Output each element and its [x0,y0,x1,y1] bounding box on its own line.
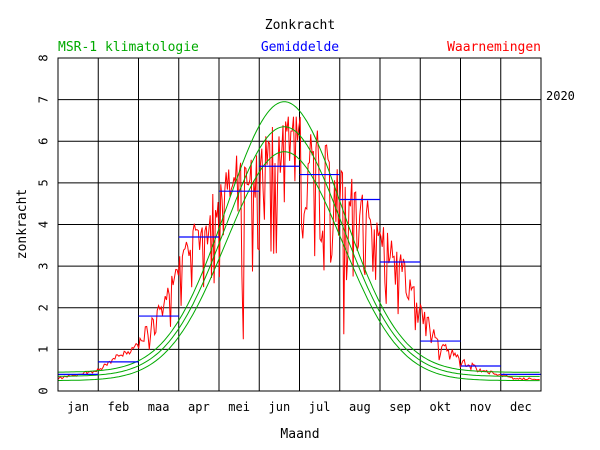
grid [58,58,541,391]
y-tick-label: 4 [37,221,51,228]
x-tick-label: okt [430,400,452,414]
observations-series [57,116,540,381]
plot-border [57,57,542,392]
x-axis-label: Maand [280,427,319,442]
y-tick-labels: 0 1 2 3 4 5 6 7 8 [37,54,51,394]
y-tick-label: 1 [37,346,51,353]
legend-climatology: MSR-1 klimatologie [58,40,199,55]
y-axis-label: zonkracht [15,189,30,259]
x-tick-label: feb [108,400,130,414]
year-label: 2020 [546,89,575,103]
y-tick-label: 2 [37,304,51,311]
y-tick-label: 0 [37,387,51,394]
legend-observations: Waarnemingen [447,40,541,55]
x-tick-label: nov [470,400,492,414]
climatology-curve-middle [58,126,540,377]
x-tick-label: jul [309,400,331,414]
climatology-curve-lower [58,151,540,382]
observations-line [57,116,540,381]
x-tick-label: sep [389,400,411,414]
x-tick-label: apr [188,400,210,414]
y-tick-label: 5 [37,179,51,186]
x-tick-labels: jan feb maa apr mei jun jul aug sep okt nov dec [67,400,531,414]
x-tick-label: jan [67,400,89,414]
monthly-mean-series [58,165,541,375]
chart-title: Zonkracht [265,18,335,33]
climatology-curve-upper [58,101,540,373]
y-tick-label: 6 [37,138,51,145]
y-tick-label: 3 [37,263,51,270]
climatology-series [58,101,540,382]
x-tick-label: maa [148,400,170,414]
x-tick-label: aug [349,400,371,414]
x-tick-label: mei [228,400,250,414]
x-tick-label: dec [510,400,532,414]
plot-frame [57,57,542,392]
y-tick-label: 8 [37,54,51,61]
legend-mean: Gemiddelde [261,40,339,55]
y-tick-label: 7 [37,96,51,103]
x-tick-label: jun [269,400,291,414]
